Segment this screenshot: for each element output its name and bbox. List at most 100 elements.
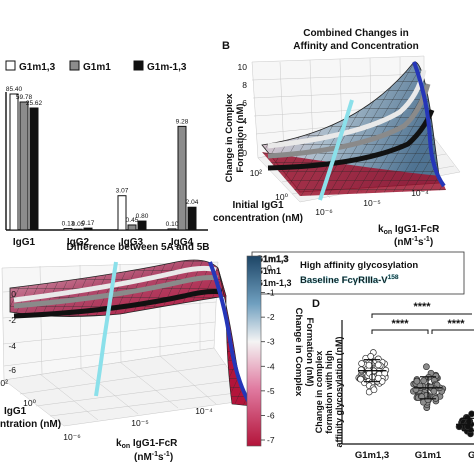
panel-c-title: Difference between 5A and 5B: [66, 242, 209, 253]
panel-d-point-G1m1,3-59: [357, 375, 364, 383]
panel-c-x-unit-close: ): [170, 452, 173, 463]
panel-c-colorbar-tick-4: -4: [267, 361, 275, 371]
panel-b-legend-g1m13: G1m1,3: [256, 254, 289, 264]
panel-a-category-IgG1: IgG1: [13, 237, 36, 248]
panel-b-curve-g1m-13: [267, 109, 435, 171]
panel-a-data-label-IgG1-1: 59.78: [16, 94, 33, 101]
panel-a-category-IgG4: IgG4: [171, 237, 194, 248]
panel-c-x-unit-sup2: -1: [164, 451, 170, 458]
panel-a-legend-swatch-0: [5, 60, 16, 71]
panel-a-data-label-IgG4-2: 2.04: [186, 199, 199, 206]
panel-b-legend-high-affinity: High affinity glycosylation: [300, 260, 418, 271]
panel-c-x-unit-open: (nM: [134, 452, 152, 463]
panel-a-data-label-IgG3-0: 3.07: [116, 188, 129, 195]
panel-b-z-tick-1: 8: [242, 80, 247, 90]
panel-a-legend-swatch-2: [133, 60, 144, 71]
panel-b-letter: B: [222, 40, 230, 52]
panel-d-y-label-line2: formation with high: [324, 350, 334, 434]
panel-b-legend-baseline-sup: 158: [388, 274, 399, 281]
panel-c-colorbar-label: Change in Complex Formation (nM): [293, 308, 315, 397]
panel-d-y-label-line1: Change in complex: [314, 351, 324, 434]
panel-b-z-label: Change in Complex Formation (nM): [224, 93, 246, 182]
panel-c-y-tick-1: 10⁰: [23, 398, 36, 408]
panel-a-data-label-IgG1-2: 25.62: [26, 100, 43, 107]
panel-d-sig-2: ****: [391, 318, 409, 330]
panel-c-curve-high-affinity: [208, 261, 252, 406]
panel-c-x-tick-0: 10⁻⁶: [63, 432, 80, 442]
panel-d-point-G1m1-53: [413, 377, 421, 385]
panel-c-colorbar-tick-6: -6: [267, 410, 275, 420]
panel-a-bar-IgG2-0: [63, 228, 73, 231]
panel-c-colorbar: [246, 255, 262, 447]
panel-b-curve-high-affinity: [412, 61, 446, 188]
panel-a-bar-IgG1-2: [29, 107, 39, 231]
panel-c: Difference between 5A and 5B 0 -2 -4 -6 10²…: [0, 242, 315, 463]
panel-b-x-unit-sup: -1: [412, 236, 418, 243]
panel-c-y-tick-0: 10²: [0, 378, 8, 388]
panel-a-bars: [9, 93, 197, 231]
panel-b-y-ticks: 10² 10⁰: [250, 168, 289, 202]
panel-c-x-tick-1: 10⁻⁵: [131, 418, 148, 428]
panel-b-z-ticks: 10 8 6 4 2 0: [238, 62, 248, 158]
panel-d-point-G1-59: [465, 418, 473, 425]
panel-a-category-IgG3: IgG3: [121, 237, 144, 248]
panel-c-z-ticks: 0 -2 -4 -6: [8, 289, 16, 375]
panel-d-point-G1m1,3-55: [357, 366, 365, 374]
panel-a-bar-IgG4-2: [187, 206, 197, 231]
panel-d-y-label: Change in complex formation with high af…: [314, 336, 344, 447]
panel-b-title-line1: Combined Changes in: [303, 28, 409, 39]
panel-a-bar-IgG3-2: [137, 220, 147, 231]
panel-c-z-tick-2: -4: [8, 341, 16, 351]
panel-d-bracket-1: [371, 313, 472, 318]
panel-b-curve-g1m1: [267, 83, 431, 159]
panel-b-z-label-line1: Change in Complex: [224, 93, 235, 182]
panel-c-curve-g1m-13: [13, 289, 223, 319]
panel-b-z-tick-2: 6: [242, 98, 247, 108]
panel-b: B Combined Changes in Affinity and Conce…: [213, 28, 465, 295]
panel-b-x-tick-0: 10⁻⁶: [315, 207, 332, 217]
panel-b-z-label-line2: Formation (nM): [235, 103, 246, 172]
panel-c-colorbar-tick-7: -7: [267, 435, 275, 445]
panel-c-x-unit-sup: -1: [152, 451, 158, 458]
panel-c-colorbar-tick-2: -2: [267, 312, 275, 322]
panel-b-x-unit: (nM-1s-1): [394, 236, 433, 248]
panel-b-z-tick-3: 4: [242, 116, 247, 126]
panel-c-z-tick-0: 0: [11, 289, 16, 299]
panel-a-data-label-IgG1-0: 85.40: [6, 86, 23, 93]
panel-a-bar-IgG3-0: [117, 195, 127, 231]
panel-d: D Change in complex formation with high …: [312, 298, 474, 461]
panel-c-y-ticks: 10² 10⁰: [0, 378, 37, 408]
panel-c-colorbar-tick-1: -1: [267, 288, 275, 298]
panel-b-x-ticks: 10⁻⁶ 10⁻⁵ 10⁻⁴: [315, 188, 429, 217]
panel-b-x-tick-1: 10⁻⁵: [363, 198, 380, 208]
panel-c-x-label-sub: on: [122, 443, 131, 450]
panel-c-curve-g1m1: [13, 275, 219, 309]
panel-a-bar-IgG1-1: [19, 101, 29, 231]
panel-a-bar-IgG3-1: [127, 224, 137, 231]
panel-b-legend-baseline-text: Baseline FcγRIIIa-V: [300, 275, 388, 286]
panel-d-point-G1m1,3-47: [374, 361, 382, 369]
panel-c-curve-g1m13: [13, 265, 217, 303]
panel-c-curve-baseline: [94, 261, 118, 397]
panel-b-y-tick-0: 10²: [250, 168, 262, 178]
panel-b-title-line2: Affinity and Concentration: [293, 41, 419, 52]
panel-a-category-labels: IgG1 IgG2 IgG3 IgG4: [13, 237, 194, 248]
panel-a-bar-IgG4-0: [167, 228, 177, 231]
panel-b-legend-g1m1: G1m1: [256, 266, 281, 276]
panel-d-point-G1m1,3-57: [370, 386, 378, 394]
panel-d-letter: D: [312, 298, 320, 310]
panel-b-x-tick-2: 10⁻⁴: [411, 188, 429, 198]
panel-d-category-0: G1m1,3: [355, 450, 389, 461]
panel-b-curve-baseline: [318, 99, 354, 201]
panel-c-x-label-rest: IgG1-FcR: [130, 438, 178, 449]
panel-c-x-unit: (nM-1s-1): [134, 451, 173, 463]
panel-c-x-ticks: 10⁻⁶ 10⁻⁵ 10⁻⁴: [63, 406, 213, 442]
panel-b-legend-g1m-13: G1m-1,3: [256, 278, 292, 288]
panel-b-legend: G1m1,3 G1m1 G1m-1,3 High affinity glycos…: [251, 251, 465, 295]
panel-a-legend-label-1: G1m1: [83, 62, 111, 73]
panel-a-data-label-IgG2-2: 0.17: [82, 220, 95, 227]
panel-a-legend-label-0: G1m1,3: [19, 62, 56, 73]
panel-b-x-label: kon IgG1-FcR: [378, 224, 440, 236]
panel-c-x-tick-2: 10⁻⁴: [195, 406, 213, 416]
